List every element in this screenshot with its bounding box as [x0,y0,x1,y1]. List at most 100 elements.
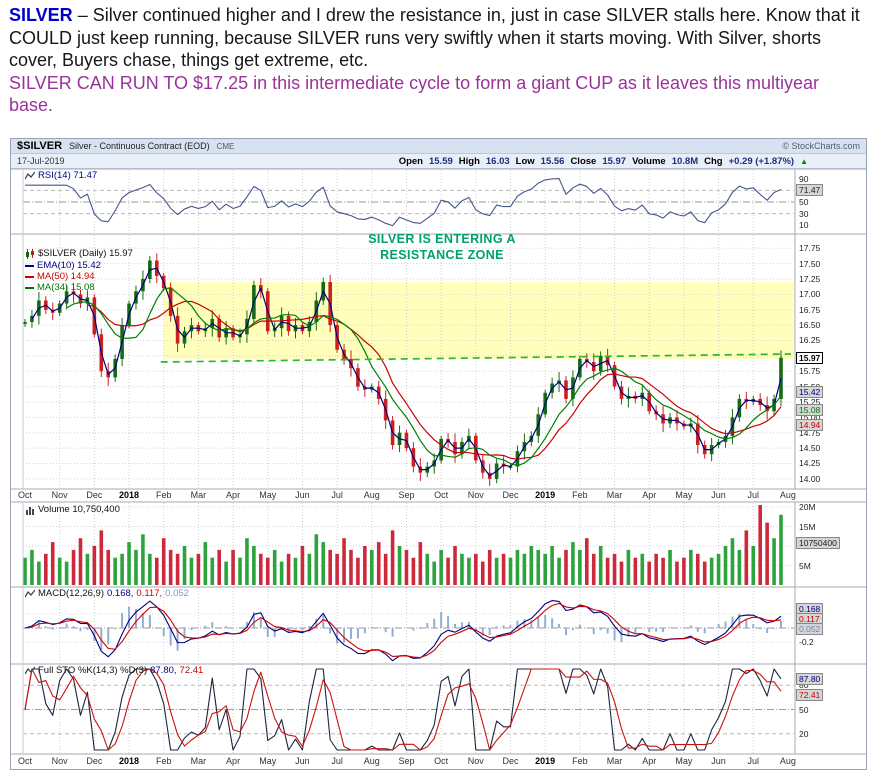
x-axis-month-label: Mar [606,756,623,766]
price-legend-row: $SILVER (Daily) 15.97 [25,248,133,259]
x-axis-month-label: Feb [155,756,172,766]
x-axis-month-label: Aug [363,490,380,500]
price-axis-tick: 14.75 [799,427,821,438]
x-axis-month-label: Feb [572,490,588,500]
price-axis-tick: 14.25 [799,458,821,469]
price-legend: $SILVER (Daily) 15.97 [38,248,133,259]
rsi-axis-tick: 70 [799,185,809,196]
x-axis-month-label: 2019 [535,490,556,500]
x-axis-month-label: Jun [711,756,726,766]
bar-chart-icon [26,506,34,515]
quote-value: 15.59 [428,155,453,167]
x-axis-month-label: Jul [747,756,760,766]
x-axis-month-label: Sep [398,756,415,766]
x-axis-month-label: Feb [155,490,172,500]
sto-d-value: 72.41 [179,665,204,676]
quote-value: +0.29 (+1.87%) [728,155,795,167]
x-axis-month-label: Dec [86,490,103,500]
quote-value: 15.56 [540,155,565,167]
ticker-link[interactable]: SILVER [9,5,73,25]
chart-header: $SILVER Silver - Continuous Contract (EO… [11,139,866,154]
x-axis-month-label: Dec [502,490,519,500]
macd-value: 0.168, [107,588,134,599]
price-axis-tick: 16.50 [799,320,821,331]
silver-chart: $SILVER Silver - Continuous Contract (EO… [10,138,867,770]
x-axis-month-label: Jun [295,756,310,766]
x-axis-month-label: Nov [467,756,484,766]
price-axis-tick: 16.75 [799,304,821,315]
volume-axis-tick: 20M [799,502,816,512]
line-chart-icon [25,589,35,597]
macd-signal-value: 0.117, [136,588,163,599]
quote-label: High [458,155,480,167]
chart-quote-row: 17-Jul-2019 Open 15.59 High 16.03 Low 15.56 Cl… [11,154,866,169]
price-axis-tick: 15.25 [799,396,821,407]
x-axis-month-label: Jun [711,490,726,500]
x-axis-month-label: 2019 [535,756,556,766]
volume-legend: Volume 10,750,400 [38,504,120,515]
macd-legend-label: MACD(12,26,9) [38,588,104,599]
x-axis-month-label: Apr [642,756,657,766]
x-axis-month-label: Apr [226,490,241,500]
price-axis-tick: 17.25 [799,273,821,284]
chart-date: 17-Jul-2019 [17,156,65,166]
ma50-legend-row: MA(50) 14.94 [25,271,95,282]
quote-value: 10.8M [671,155,699,167]
quote-label: Volume [632,155,666,167]
x-axis-month-label: Jun [295,490,310,500]
x-axis-month-label: Nov [51,756,68,766]
rsi-axis-tick: 10 [799,220,809,231]
x-axis-month-label: Apr [226,756,241,766]
x-axis-month-label: Mar [190,490,207,500]
rsi-axis-tick: 30 [799,208,809,219]
x-axis-month-label: Aug [779,490,796,500]
price-axis-tick: 16.00 [799,350,821,361]
macd-legend-row: MACD(12,26,9) 0.168, 0.117, 0.052 [25,588,189,599]
x-axis-month-label: Nov [51,490,68,500]
x-axis-month-label: May [259,756,277,766]
macd-hist-value: 0.052 [165,588,189,599]
resistance-annotation: SILVER IS ENTERING A RESISTANCE ZONE [307,231,577,263]
x-axis-month-label: Dec [86,756,103,766]
x-axis-month-label: Oct [17,756,33,766]
sto-axis-tick: 50 [799,704,809,715]
commentary-highlight: SILVER CAN RUN TO $17.25 in this interme… [9,72,819,116]
volume-value-box: 10750400 [796,537,840,550]
quote-label: Close [570,155,597,167]
volume-axis-tick: 10M [799,541,816,551]
sto-k-value: 87.80, [150,665,177,676]
volume-axis-tick: 5M [799,560,811,571]
ohlc-quote: Open 15.59 High 16.03 Low 15.56 Close 15.97 Volu… [399,156,808,167]
x-axis-month-label: Oct [17,490,33,500]
quote-value: 16.03 [485,155,510,167]
chart-exchange: CME [216,141,235,151]
price-axis-tick: 15.00 [799,412,821,423]
x-axis-month-label: Aug [363,756,380,766]
price-axis-tick: 17.00 [799,289,821,300]
x-axis-month-label: Dec [502,756,519,766]
ma50-swatch [25,275,34,278]
rsi-value-box: 71.47 [796,183,824,196]
ma50-legend: MA(50) 14.94 [37,271,95,282]
annotation-line1: SILVER IS ENTERING A [368,232,516,246]
quote-label: Chg [704,155,723,167]
rsi-axis-tick: 90 [799,173,809,184]
x-axis-month-label: May [259,490,277,500]
x-axis-month-label: Jul [331,756,343,766]
x-axis-month-label: Sep [398,490,415,500]
ma50-value-box: 14.94 [796,419,824,432]
price-axis-tick: 15.50 [799,381,821,392]
quote-label: Open [398,155,423,167]
x-axis-month-label: 2018 [119,490,140,500]
price-axis-tick: 16.25 [799,335,821,346]
price-axis-tick: 14.00 [799,473,821,484]
x-axis-month-label: May [675,756,693,766]
sto-legend-row: Full STO %K(14,3) %D(3) 87.80, 72.41 [25,665,203,676]
price-axis-tick: 17.75 [799,243,821,254]
change-up-arrow-icon: ▲ [800,156,808,166]
x-axis-month-label: 2018 [119,756,140,766]
x-axis-month-label: Mar [606,490,623,500]
commentary-body: – Silver continued higher and I drew the… [9,5,860,70]
x-axis-month-label: Apr [642,490,657,500]
quote-value: 15.97 [602,155,627,167]
